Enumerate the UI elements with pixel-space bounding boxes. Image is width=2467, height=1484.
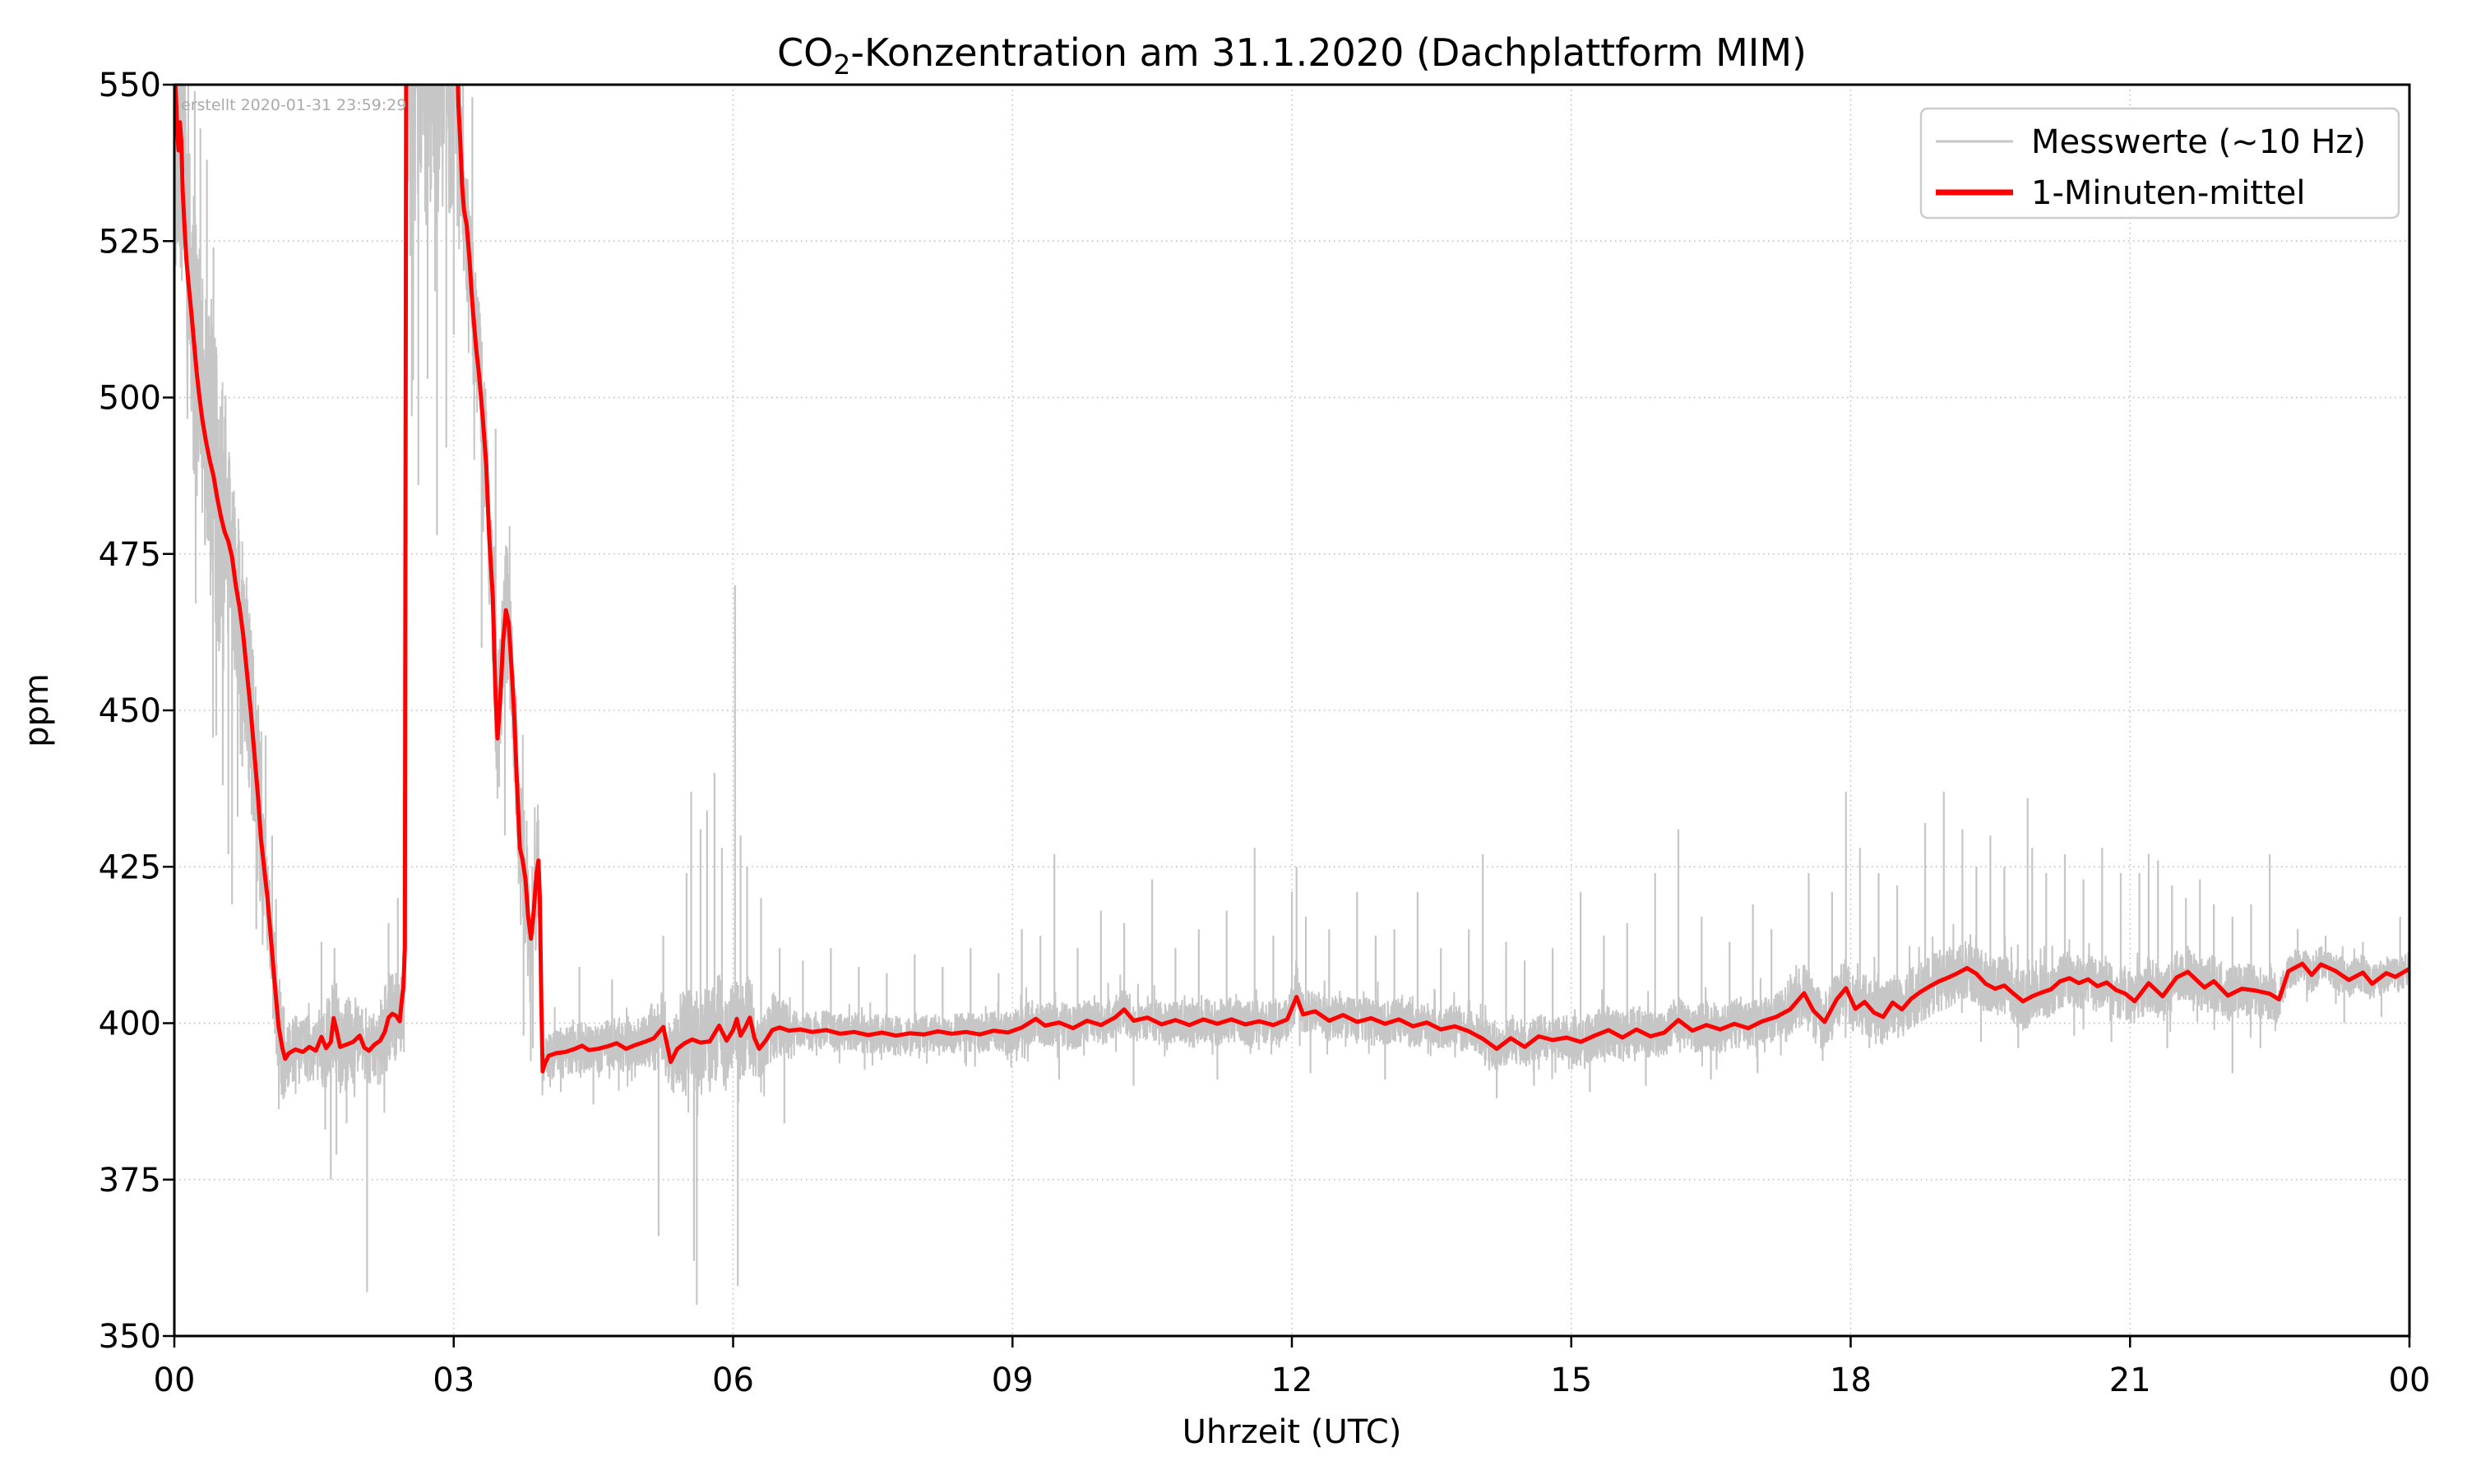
title-subscript: 2	[833, 49, 850, 81]
axis-ticks: 00 03 06 09 12 15 18 21 00 350 375 400 425 450 475 500 5…	[99, 67, 2431, 1399]
x-tick-label: 06	[712, 1361, 754, 1399]
y-tick-label: 475	[99, 536, 161, 574]
legend-label-minutenmittel: 1-Minuten-mittel	[2031, 174, 2305, 212]
y-tick-label: 500	[99, 380, 161, 418]
y-tick-label: 550	[99, 67, 161, 104]
x-tick-label: 09	[992, 1361, 1034, 1399]
y-axis-label: ppm	[18, 673, 56, 747]
legend-label-messwerte: Messwerte (~10 Hz)	[2031, 123, 2366, 161]
created-timestamp: erstellt 2020-01-31 23:59:29	[181, 96, 406, 114]
y-tick-label: 400	[99, 1006, 161, 1043]
x-tick-label: 00	[2389, 1361, 2431, 1399]
chart-title: CO2-Konzentration am 31.1.2020 (Dachplat…	[777, 30, 1807, 81]
x-tick-label: 00	[154, 1361, 196, 1399]
x-tick-label: 21	[2109, 1361, 2151, 1399]
x-tick-label: 18	[1830, 1361, 1872, 1399]
y-tick-label: 525	[99, 223, 161, 261]
y-tick-label: 425	[99, 848, 161, 886]
one-minute-mean-line	[174, 85, 2409, 1074]
legend: Messwerte (~10 Hz) 1-Minuten-mittel	[1919, 107, 2400, 220]
x-tick-label: 15	[1550, 1361, 1592, 1399]
legend-box	[1919, 107, 2400, 220]
y-tick-label: 450	[99, 692, 161, 730]
x-tick-label: 12	[1271, 1361, 1313, 1399]
y-tick-label: 375	[99, 1162, 161, 1200]
y-tick-label: 350	[99, 1318, 161, 1356]
x-axis-label: Uhrzeit (UTC)	[1183, 1413, 1402, 1451]
x-tick-label: 03	[433, 1361, 474, 1399]
